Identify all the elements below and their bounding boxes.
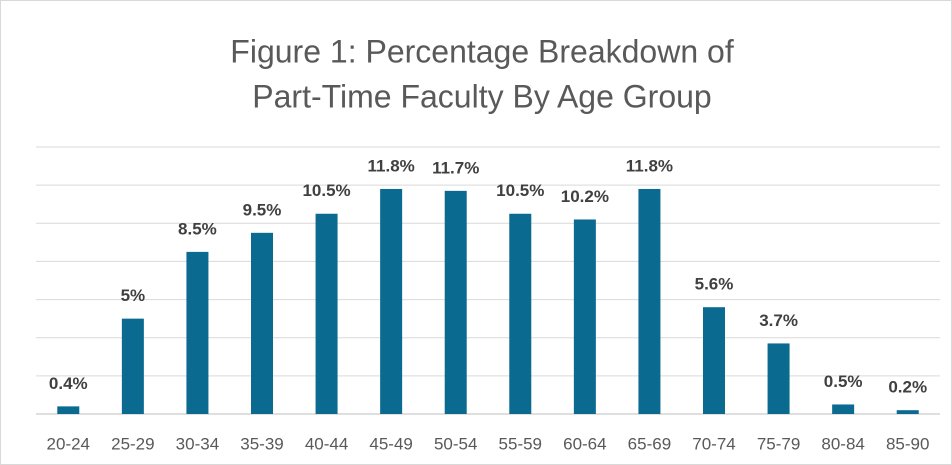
data-label: 10.5% — [302, 181, 350, 200]
bar — [638, 188, 661, 414]
bar — [509, 213, 532, 414]
x-tick-label: 25-29 — [111, 434, 154, 453]
x-tick-label: 20-24 — [47, 434, 90, 453]
x-tick-label: 85-90 — [886, 434, 929, 453]
data-label: 5.6% — [695, 275, 734, 294]
data-label: 10.5% — [496, 181, 544, 200]
x-tick-label: 70-74 — [692, 434, 735, 453]
x-tick-label: 65-69 — [628, 434, 671, 453]
x-tick-label: 45-49 — [369, 434, 412, 453]
bar — [767, 343, 790, 414]
data-label: 9.5% — [243, 200, 282, 219]
x-tick-label: 80-84 — [821, 434, 864, 453]
bar — [896, 410, 919, 414]
x-tick-label: 50-54 — [434, 434, 477, 453]
bar — [380, 188, 403, 414]
bar — [251, 232, 273, 414]
x-tick-label: 35-39 — [240, 434, 283, 453]
data-label: 0.2% — [888, 378, 927, 397]
x-tick-label: 55-59 — [499, 434, 542, 453]
chart-title: Part-Time Faculty By Age Group — [252, 78, 711, 114]
data-label: 10.2% — [561, 187, 609, 206]
bar — [703, 307, 725, 414]
x-tick-label: 75-79 — [757, 434, 800, 453]
data-label: 3.7% — [759, 311, 798, 330]
bar — [121, 318, 144, 414]
data-label: 8.5% — [178, 219, 217, 238]
x-tick-label: 30-34 — [176, 434, 219, 453]
bar — [444, 190, 467, 414]
bar — [573, 219, 596, 414]
data-label: 0.4% — [49, 374, 88, 393]
x-tick-label: 60-64 — [563, 434, 606, 453]
data-label: 5% — [121, 286, 146, 305]
bar — [832, 404, 855, 414]
data-label: 11.8% — [626, 156, 673, 175]
data-label: 11.7% — [432, 158, 479, 177]
bar — [186, 251, 209, 414]
data-label: 0.5% — [824, 372, 863, 391]
chart-title: Figure 1: Percentage Breakdown of — [230, 33, 734, 69]
x-tick-label: 40-44 — [305, 434, 348, 453]
data-label: 11.8% — [368, 156, 415, 175]
bar — [57, 406, 80, 414]
bar — [315, 213, 338, 414]
